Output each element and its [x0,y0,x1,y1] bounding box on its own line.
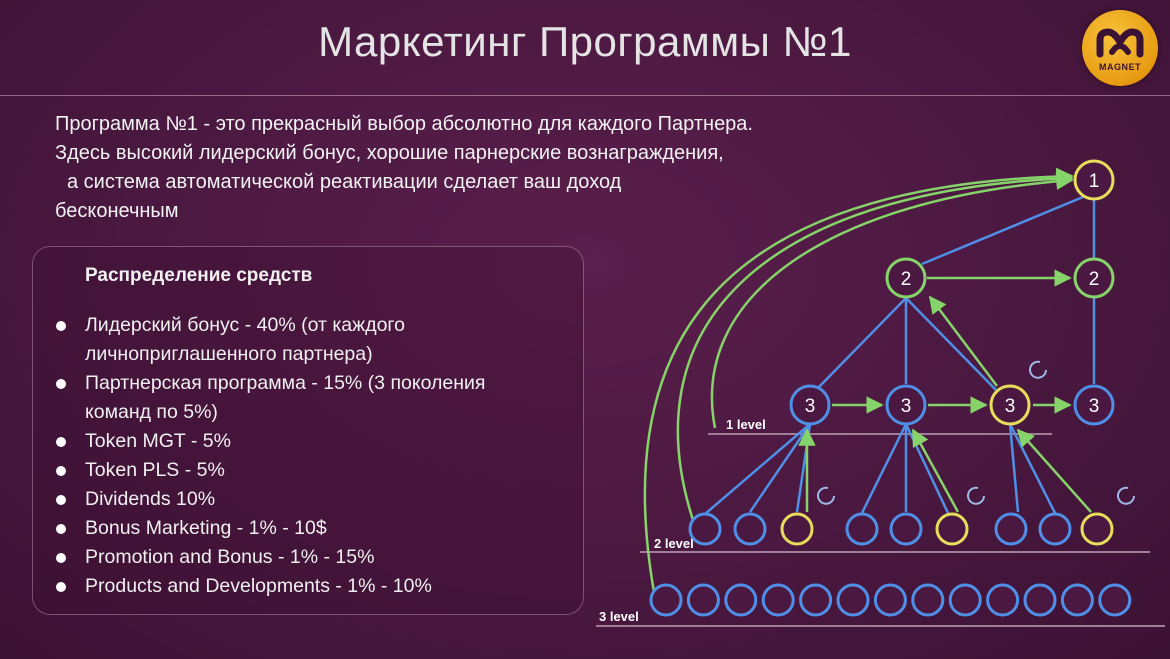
list-item-text: Bonus Marketing - 1% - 10$ [85,517,327,539]
bullet-icon [56,466,66,476]
logo-text: MAGNET [1099,62,1141,72]
list-item: Bonus Marketing - 1% - 10$ [53,514,585,543]
node-circle [845,512,879,546]
node-circle [649,583,683,617]
list-item: Token PLS - 5% [53,456,585,485]
list-item-text: Token PLS - 5% [85,459,225,481]
page-title: Маркетинг Программы №1 [318,18,852,65]
node-circle [1080,512,1114,546]
node-circle [761,583,795,617]
node-label: 1 [1089,171,1100,192]
list-item-text: личноприглашенного партнера) [85,343,373,365]
node-circle [724,583,758,617]
node-circle [688,512,722,546]
node-circle [935,512,969,546]
node-circle [1098,583,1132,617]
distribution-heading: Распределение средств [85,265,313,286]
node-circle [733,512,767,546]
list-item: Products and Developments - 1% - 10% [53,572,585,601]
list-item-text: Token MGT - 5% [85,430,231,452]
node-label: 3 [1005,396,1016,417]
green-arrow [676,169,1074,541]
node-label: 3 [1089,396,1100,417]
node-label: 2 [901,269,912,290]
node-level-1: 2 [885,257,927,299]
bullet-icon [56,379,66,389]
node-circle [1023,583,1057,617]
node-level-2: 3 [1073,384,1115,426]
list-item-text: Лидерский бонус - 40% (от каждого [85,314,405,336]
refresh-icon [817,486,835,505]
green-arrows [798,269,1092,513]
intro-line: Программа №1 - это прекрасный выбор абсо… [55,113,753,135]
list-item: Dividends 10% [53,485,585,514]
green-arrow [643,167,1074,593]
node-label: 2 [1089,269,1100,290]
list-item: Партнерская программа - 15% (3 поколения… [53,369,585,427]
distribution-panel: Распределение средств Лидерский бонус - … [32,246,584,615]
list-item-text: Promotion and Bonus - 1% - 15% [85,546,375,568]
bullet-icon [56,495,66,505]
level-1-label: 1 level [726,417,766,432]
node-circle [799,583,833,617]
bullet-icon [56,582,66,592]
node-circle [948,583,982,617]
node-circle [889,512,923,546]
title-divider [0,95,1170,96]
node-level-1: 2 [1073,257,1115,299]
tree-connectors [704,195,1096,515]
list-item-text: Партнерская программа - 15% (3 поколения [85,372,486,394]
list-item-text: Products and Developments - 1% - 10% [85,575,432,597]
level-3-nodes [649,583,1132,617]
bullet-icon [56,437,66,447]
bullet-icon [56,524,66,534]
node-circle [994,512,1028,546]
node-circle [873,583,907,617]
level-3-label: 3 level [599,609,639,624]
magnet-logo: MAGNET [1082,10,1158,86]
node-level-2: 3 [885,384,927,426]
node-circle [911,583,945,617]
intro-line: Здесь высокий лидерский бонус, хорошие п… [55,142,724,164]
node-label: 3 [901,396,912,417]
node-label: 3 [805,396,816,417]
bullet-icon [56,321,66,331]
refresh-icon [1117,486,1135,505]
list-item: Promotion and Bonus - 1% - 15% [53,543,585,572]
node-circle [780,512,814,546]
node-circle [686,583,720,617]
list-item: Лидерский бонус - 40% (от каждого личнопр… [53,311,585,369]
refresh-icon [967,486,985,505]
intro-text: Программа №1 - это прекрасный выбор абсо… [55,110,915,226]
reactivation-icons [817,360,1135,505]
node-level-2: 3 [789,384,831,426]
intro-line: бесконечным [55,200,179,222]
refresh-icon [1029,360,1047,379]
list-item-text: команд по 5%) [85,401,218,423]
node-circle [1038,512,1072,546]
node-level-2: 3 [989,384,1031,426]
node-level-0: 1 [1073,159,1115,201]
node-circle [986,583,1020,617]
intro-line: а система автоматической реактивации сде… [67,171,622,193]
infinity-icon [1096,28,1144,58]
list-item: Token MGT - 5% [53,427,585,456]
node-circle [836,583,870,617]
bullet-icon [56,553,66,563]
level-2-label: 2 level [654,536,694,551]
list-item-text: Dividends 10% [85,488,216,510]
distribution-list: Лидерский бонус - 40% (от каждого личнопр… [53,311,585,601]
level-2-nodes [688,512,1114,546]
node-circle [1060,583,1094,617]
